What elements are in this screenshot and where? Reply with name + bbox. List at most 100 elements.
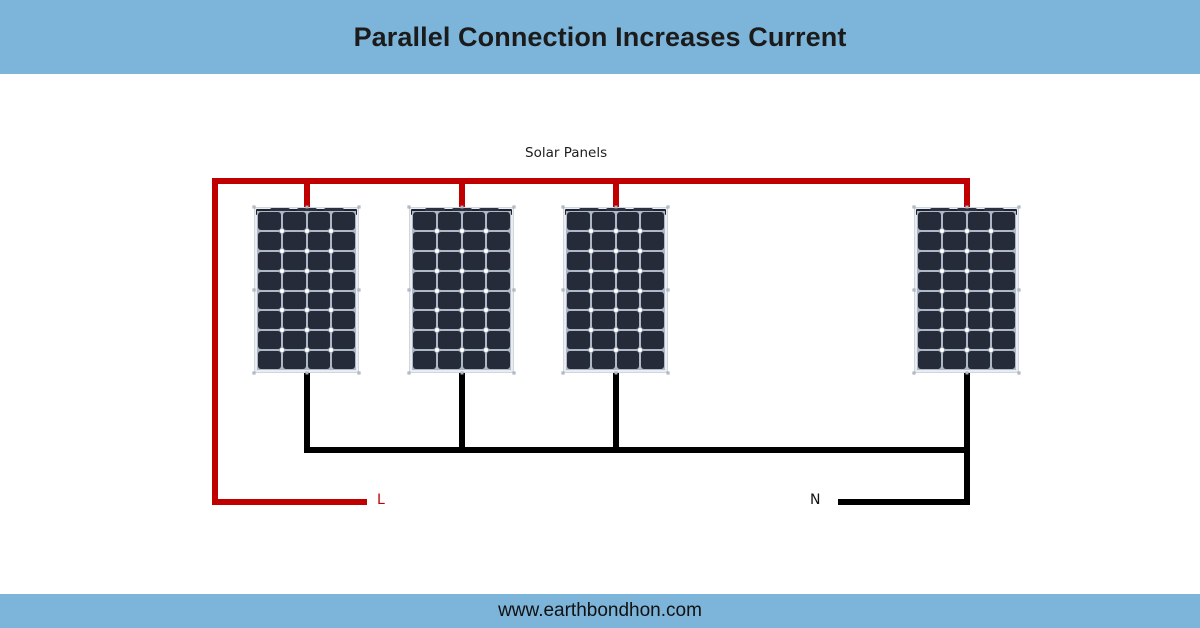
solar-panels-label: Solar Panels [525,145,608,161]
panel-cell [591,311,615,330]
panel-cell [332,291,355,310]
selection-handle[interactable] [666,371,670,375]
panel-cell [437,291,461,310]
panel-cell [641,271,664,290]
selection-handle[interactable] [912,288,916,292]
solar-panel-2[interactable] [407,205,516,375]
footer-website-url: www.earthbondhon.com [498,600,702,621]
panel-cell [487,311,510,330]
panel-cell [967,331,991,350]
panel-cell [918,351,941,369]
panel-cell [591,331,615,350]
selection-handle[interactable] [561,288,565,292]
selection-handle[interactable] [561,371,565,375]
selection-handle[interactable] [305,371,308,375]
panel-cell [413,251,436,270]
solar-panel-3[interactable] [561,205,670,375]
selection-handle[interactable] [407,288,411,292]
panel-cell [942,291,966,310]
selection-handle[interactable] [512,205,516,209]
selection-handle[interactable] [460,371,463,375]
selection-handle[interactable] [614,371,617,375]
panel-cell [332,251,355,270]
panel-cell [641,311,664,330]
panel-cell [413,331,436,350]
panel-cell [282,231,306,250]
panel-cell [462,331,486,350]
panel-cell-grid [566,211,665,370]
panel-cell [487,231,510,250]
panel-cell [591,231,615,250]
panel-cell [567,271,590,290]
selection-handle[interactable] [357,371,361,375]
panel-cell [942,351,966,369]
panel-cell [918,331,941,350]
panel-cell [437,251,461,270]
panel-cell [462,251,486,270]
selection-handle[interactable] [407,371,411,375]
panel-cell [413,212,436,230]
panel-cell [942,271,966,290]
panel-cell [616,271,640,290]
terminal-label-line: L [377,492,385,508]
panel-cell [992,311,1015,330]
panel-cell [967,291,991,310]
selection-handle[interactable] [965,371,968,375]
panel-cell [641,251,664,270]
panel-cell [967,351,991,369]
selection-handle[interactable] [561,205,565,209]
selection-handle[interactable] [1017,205,1021,209]
positive-output-wire [212,499,367,505]
selection-handle[interactable] [252,288,256,292]
selection-handle[interactable] [305,205,308,209]
selection-handle[interactable] [460,205,463,209]
panel-cell [567,351,590,369]
panel-cell-grid [412,211,511,370]
panel-cell [992,271,1015,290]
panel-cell [307,331,331,350]
panel-cell [567,311,590,330]
positive-bus-wire [212,178,970,184]
panel-cell [942,331,966,350]
selection-handle[interactable] [512,371,516,375]
solar-panel-4[interactable] [912,205,1021,375]
positive-left-leg-wire [212,178,218,505]
selection-handle[interactable] [666,205,670,209]
selection-handle[interactable] [252,205,256,209]
selection-handle[interactable] [912,371,916,375]
selection-handle[interactable] [965,205,968,209]
panel-cell [567,331,590,350]
selection-handle[interactable] [512,288,516,292]
selection-handle[interactable] [614,205,617,209]
panel-cell [616,291,640,310]
panel-cell [918,212,941,230]
positive-drop-wire-3 [613,178,619,209]
panel-cell [307,351,331,369]
panel-cell [967,271,991,290]
panel-cell [437,331,461,350]
panel-cell [462,291,486,310]
selection-handle[interactable] [1017,288,1021,292]
panel-cell [942,311,966,330]
panel-cell [641,351,664,369]
negative-output-wire [838,499,970,505]
panel-cell [332,311,355,330]
selection-handle[interactable] [407,205,411,209]
selection-handle[interactable] [666,288,670,292]
selection-handle[interactable] [357,288,361,292]
panel-cell [487,331,510,350]
panel-cell [437,271,461,290]
selection-handle[interactable] [357,205,361,209]
panel-cell [462,311,486,330]
selection-handle[interactable] [1017,371,1021,375]
panel-cell [282,291,306,310]
panel-cell [591,271,615,290]
selection-handle[interactable] [912,205,916,209]
selection-handle[interactable] [252,371,256,375]
panel-cell [967,231,991,250]
panel-cell [282,251,306,270]
panel-cell [641,231,664,250]
solar-panel-1[interactable] [252,205,361,375]
panel-cell [641,212,664,230]
